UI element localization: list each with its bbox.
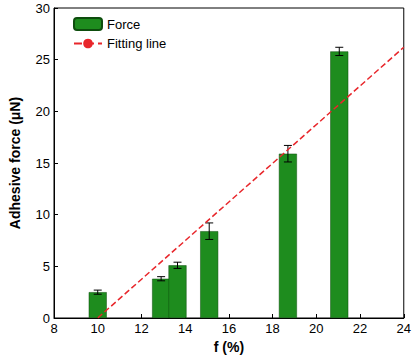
svg-text:10: 10 xyxy=(36,207,50,222)
svg-text:8: 8 xyxy=(50,321,57,336)
svg-text:20: 20 xyxy=(36,104,50,119)
svg-text:Fitting line: Fitting line xyxy=(107,36,166,51)
svg-text:f (%): f (%) xyxy=(214,339,244,355)
svg-text:25: 25 xyxy=(36,52,50,67)
svg-text:12: 12 xyxy=(134,321,148,336)
svg-text:24: 24 xyxy=(397,321,411,336)
svg-text:20: 20 xyxy=(309,321,323,336)
svg-text:Adhesive force (μN): Adhesive force (μN) xyxy=(7,97,23,229)
svg-text:30: 30 xyxy=(36,1,50,16)
svg-text:Force: Force xyxy=(107,17,140,32)
svg-text:22: 22 xyxy=(353,321,367,336)
svg-text:18: 18 xyxy=(265,321,279,336)
svg-text:16: 16 xyxy=(222,321,236,336)
svg-text:0: 0 xyxy=(43,311,50,326)
svg-text:15: 15 xyxy=(36,156,50,171)
svg-text:5: 5 xyxy=(43,259,50,274)
svg-text:14: 14 xyxy=(178,321,192,336)
svg-text:10: 10 xyxy=(90,321,104,336)
